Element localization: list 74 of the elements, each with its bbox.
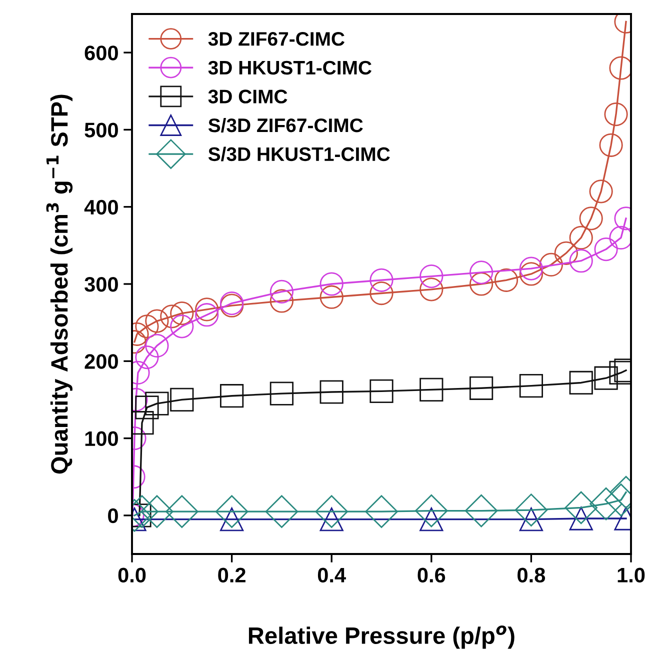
point xyxy=(469,260,494,284)
x-tick-label: 0.2 xyxy=(218,568,246,582)
point xyxy=(170,388,194,412)
point xyxy=(215,495,248,528)
legend-label: 3D CIMC xyxy=(208,90,288,104)
y-tick-label: 200 xyxy=(84,354,118,369)
point xyxy=(564,491,598,524)
point xyxy=(514,494,548,526)
point xyxy=(265,495,298,528)
point xyxy=(464,494,498,528)
point xyxy=(539,252,563,277)
point xyxy=(554,241,578,265)
point xyxy=(170,314,194,338)
point xyxy=(370,281,394,306)
point xyxy=(414,494,448,528)
point xyxy=(569,226,593,250)
point xyxy=(195,298,219,322)
point xyxy=(420,378,444,402)
x-tick-label: 1.0 xyxy=(618,568,645,582)
point xyxy=(315,495,348,528)
x-axis-title: Relative Pressure (p/p$^{o}$) xyxy=(248,626,514,649)
point xyxy=(145,392,169,416)
y-tick-label: 500 xyxy=(84,122,118,138)
point xyxy=(320,272,344,296)
point xyxy=(165,495,198,528)
point xyxy=(590,487,622,520)
point xyxy=(365,495,398,528)
y-tick-label: 300 xyxy=(84,277,118,292)
point xyxy=(420,264,444,288)
point xyxy=(599,133,623,157)
point xyxy=(579,206,603,230)
point xyxy=(135,345,159,370)
point xyxy=(494,268,518,292)
point xyxy=(160,304,184,328)
y-tick-label: 100 xyxy=(85,431,118,446)
legend-label: S/3D ZIF67-CIMC xyxy=(208,118,363,132)
x-tick-label: 0.4 xyxy=(318,568,346,582)
point xyxy=(569,370,593,395)
point xyxy=(594,237,618,262)
point xyxy=(469,376,494,400)
y-tick-label: 600 xyxy=(84,46,118,60)
point xyxy=(135,314,159,338)
x-tick-label: 0.6 xyxy=(418,568,446,582)
point xyxy=(145,334,169,358)
point xyxy=(270,280,294,304)
point xyxy=(420,278,444,302)
point xyxy=(604,102,628,126)
point xyxy=(589,180,613,204)
point xyxy=(145,309,169,333)
point xyxy=(519,256,544,280)
point xyxy=(170,302,194,326)
point xyxy=(519,374,544,398)
point xyxy=(519,262,544,286)
legend-label: S/3D HKUST1-CIMC xyxy=(208,146,390,162)
y-tick-label: 0 xyxy=(108,508,118,524)
legend-label: 3D ZIF67-CIMC xyxy=(208,32,345,46)
point xyxy=(220,384,244,408)
point xyxy=(320,380,344,404)
point xyxy=(195,303,219,327)
point xyxy=(270,289,294,313)
point xyxy=(135,396,159,420)
point xyxy=(370,268,394,292)
y-axis-title: Quantity Adsorbed (cm$^{3}$ g$^{−1}$ STP) xyxy=(46,94,73,474)
y-tick-label: 400 xyxy=(84,200,118,215)
point xyxy=(370,379,394,404)
point xyxy=(140,495,174,528)
x-tick-label: 0.0 xyxy=(118,568,146,582)
point xyxy=(469,272,494,296)
point xyxy=(270,382,294,406)
point xyxy=(320,285,344,309)
x-tick-label: 0.8 xyxy=(518,568,546,582)
point xyxy=(594,366,618,390)
legend-label: 3D HKUST1-CIMC xyxy=(208,60,372,75)
point xyxy=(569,249,593,273)
